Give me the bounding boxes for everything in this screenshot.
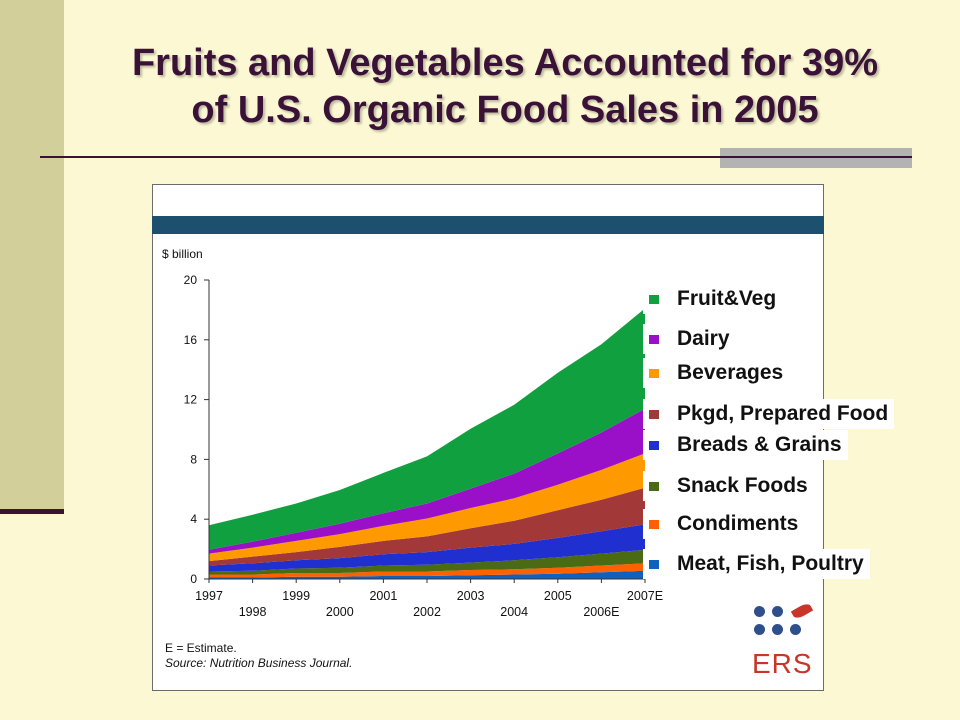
area-series-condiments <box>209 563 645 578</box>
y-tick-label: 8 <box>190 452 197 466</box>
y-tick-label: 20 <box>184 273 198 287</box>
legend-swatch <box>649 368 659 378</box>
x-tick-label: 2001 <box>369 589 397 603</box>
legend-swatch <box>649 481 659 491</box>
chart-panel-header-band <box>152 216 824 234</box>
legend-swatch <box>649 440 659 450</box>
y-tick-label: 12 <box>184 393 198 407</box>
left-accent-bar <box>0 0 64 512</box>
x-tick-label: 1997 <box>195 589 223 603</box>
ers-logo-text: ERS <box>752 648 813 679</box>
title-rule-accent-line <box>720 156 912 158</box>
ers-logo-dot <box>772 606 783 617</box>
legend-item: Snack Foods <box>643 471 814 501</box>
legend-item: Breads & Grains <box>643 430 848 460</box>
legend-swatch <box>649 519 659 529</box>
ers-logo-dot <box>754 624 765 635</box>
legend-label: Pkgd, Prepared Food <box>677 402 889 425</box>
area-series-snack-foods <box>209 549 645 575</box>
x-tick-label: 1999 <box>282 589 310 603</box>
legend-label: Beverages <box>677 361 784 384</box>
legend-label: Breads & Grains <box>677 433 842 456</box>
x-tick-label: 2005 <box>544 589 572 603</box>
legend-item: Condiments <box>643 509 805 539</box>
estimate-note: E = Estimate. <box>165 641 237 655</box>
y-tick-label: 0 <box>190 572 197 586</box>
legend-label: Fruit&Veg <box>677 287 777 310</box>
area-series-pkgd-prepared-food <box>209 487 645 566</box>
legend-item: Fruit&Veg <box>643 284 783 314</box>
x-tick-label: 2004 <box>500 605 528 619</box>
y-tick-label: 4 <box>190 512 197 526</box>
x-tick-label: 1998 <box>239 605 267 619</box>
area-series-meat-fish-poultry <box>209 570 645 579</box>
area-series-dairy <box>209 408 645 554</box>
y-tick-label: 16 <box>184 333 198 347</box>
legend-label: Meat, Fish, Poultry <box>677 552 864 575</box>
area-series-fruit-veg <box>209 308 645 550</box>
title-rule-accent <box>720 148 912 168</box>
area-series-beverages <box>209 453 645 562</box>
x-tick-label: 2000 <box>326 605 354 619</box>
legend-swatch <box>649 559 659 569</box>
legend-label: Dairy <box>677 327 730 350</box>
title-rule <box>40 156 912 158</box>
source-note: Source: Nutrition Business Journal. <box>165 656 353 670</box>
legend-swatch <box>649 409 659 419</box>
y-axis-label: $ billion <box>162 247 203 261</box>
area-series-group <box>209 308 645 579</box>
x-tick-label: 2007E <box>627 589 663 603</box>
left-accent-bar-foot <box>0 509 64 514</box>
ers-logo-dot <box>754 606 765 617</box>
legend-label: Condiments <box>677 512 799 535</box>
x-tick-label: 2003 <box>457 589 485 603</box>
slide-title: Fruits and Vegetables Accounted for 39% … <box>70 40 940 134</box>
legend-swatch <box>649 294 659 304</box>
x-tick-label: 2002 <box>413 605 441 619</box>
slide-title-line-2: of U.S. Organic Food Sales in 2005 <box>191 89 819 131</box>
legend-label: Snack Foods <box>677 474 808 497</box>
legend-item: Meat, Fish, Poultry <box>643 549 870 579</box>
x-tick-label: 2006E <box>583 605 619 619</box>
axes-group: 0 4 8 12 16 20 1997 1998 1999 2000 2001 2002 2003 200… <box>184 273 663 619</box>
legend-item: Pkgd, Prepared Food <box>643 399 895 429</box>
area-series-breads-grains <box>209 524 645 572</box>
legend-item: Beverages <box>643 358 790 388</box>
ers-logo-dot <box>790 624 801 635</box>
legend-item: Dairy <box>643 324 736 354</box>
slide-title-line-1: Fruits and Vegetables Accounted for 39% <box>131 42 879 84</box>
ers-logo-dot <box>772 624 783 635</box>
legend-swatch <box>649 334 659 344</box>
